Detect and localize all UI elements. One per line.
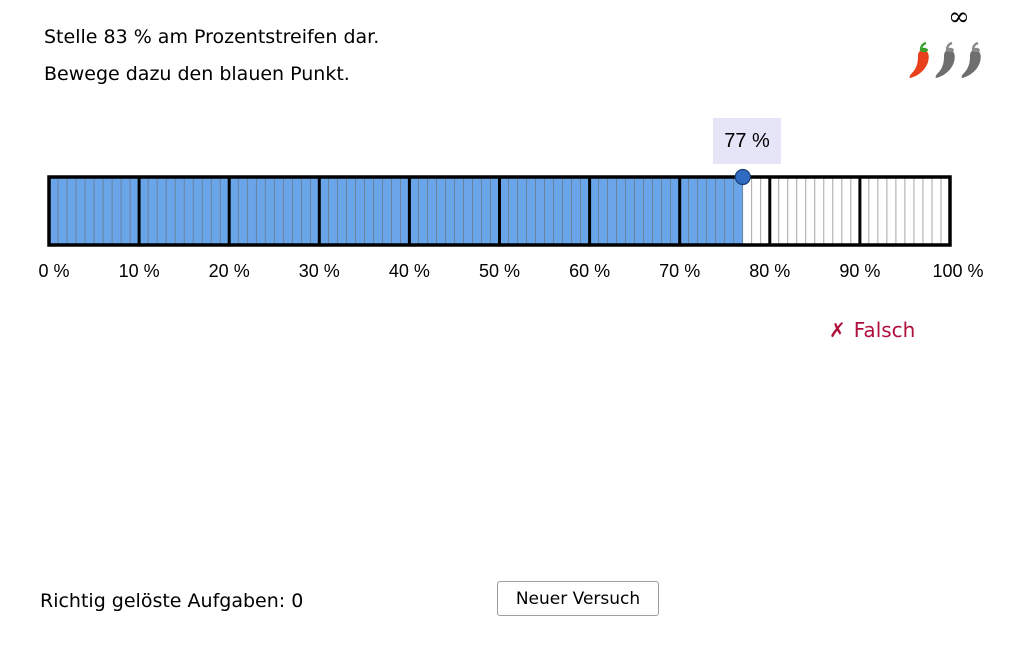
tick-label: 30 % — [298, 261, 340, 281]
tick-label: 90 % — [839, 261, 881, 281]
tick-label: 0 % — [38, 261, 70, 281]
strip-outline — [47, 175, 952, 247]
wrong-icon: ✗ — [829, 318, 846, 342]
difficulty-rating — [909, 41, 981, 78]
feedback-message: ✗ Falsch — [829, 318, 915, 342]
task-instruction: Stelle 83 % am Prozentstreifen dar. — [44, 26, 380, 48]
chili-pepper-icon — [961, 41, 981, 78]
new-try-button[interactable]: Neuer Versuch — [497, 581, 659, 616]
tick-label: 80 % — [749, 261, 791, 281]
tick-label: 60 % — [569, 261, 611, 281]
tick-label: 100 % — [932, 261, 984, 281]
infinity-icon: ∞ — [948, 2, 970, 32]
task-hint: Bewege dazu den blauen Punkt. — [44, 63, 350, 85]
solved-count: Richtig gelöste Aufgaben: 0 — [40, 590, 304, 612]
tick-label: 40 % — [388, 261, 430, 281]
drag-handle[interactable] — [734, 168, 751, 186]
tick-label: 20 % — [208, 261, 250, 281]
tick-label: 70 % — [659, 261, 701, 281]
feedback-text: Falsch — [853, 318, 916, 342]
tick-label: 10 % — [118, 261, 160, 281]
strip-fill — [49, 177, 743, 245]
chili-pepper-icon — [909, 41, 929, 78]
chili-pepper-icon — [935, 41, 955, 78]
tick-label: 50 % — [478, 261, 521, 281]
value-badge: 77 % — [713, 118, 781, 164]
